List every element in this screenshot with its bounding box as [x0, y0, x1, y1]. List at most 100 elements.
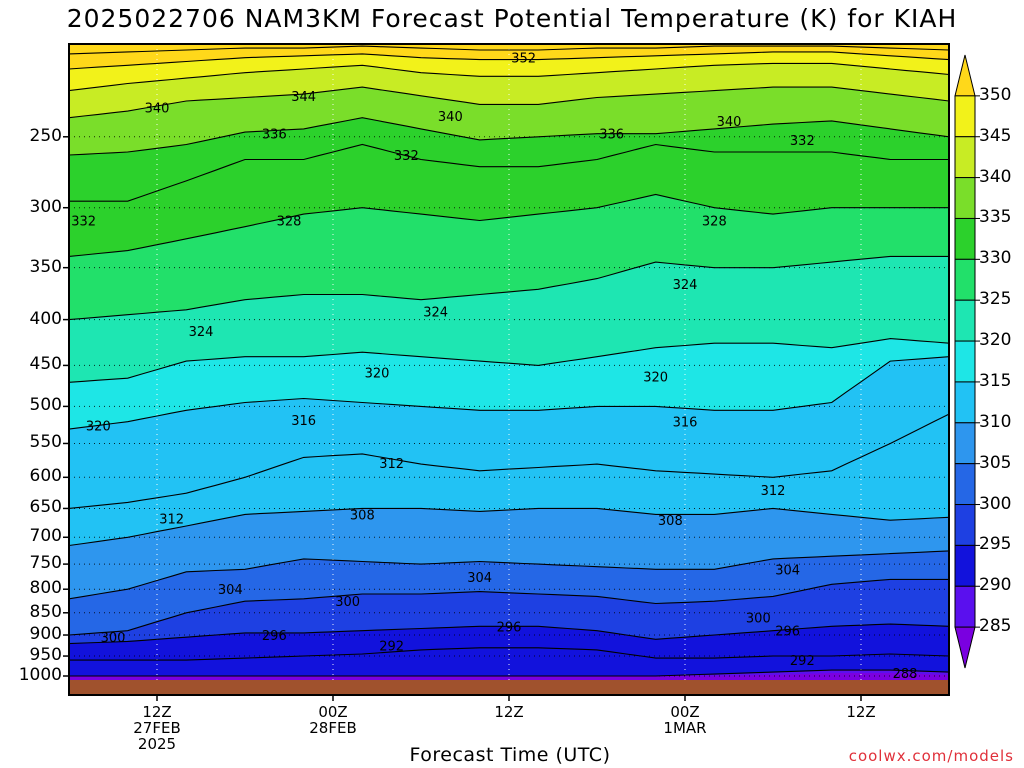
contour-label: 304	[775, 563, 800, 578]
colorbar-label: 305	[979, 452, 1012, 473]
x-tick-label: 12Z 27FEB 2025	[112, 704, 202, 752]
contour-label: 336	[262, 128, 287, 143]
contour-label: 312	[159, 512, 184, 527]
colorbar-segment	[954, 299, 976, 342]
contour-label: 332	[790, 134, 815, 149]
y-tick-label: 950	[29, 645, 62, 666]
contour-label: 296	[497, 620, 522, 635]
contour-line-328	[69, 193, 949, 257]
colorbar-segment	[954, 381, 976, 424]
contour-label: 328	[277, 214, 302, 229]
colorbar-label: 285	[979, 616, 1012, 637]
y-tick-label: 250	[29, 125, 62, 146]
contour-label: 324	[423, 306, 448, 321]
y-tick-label: 900	[29, 624, 62, 645]
x-tick-label-line: 12Z	[494, 703, 524, 721]
contour-label: 332	[394, 149, 419, 164]
colorbar-label: 290	[979, 575, 1012, 596]
contour-line-336	[69, 117, 949, 156]
contour-line-300	[69, 578, 949, 636]
contour-label: 312	[379, 457, 404, 472]
colorbar-segment	[954, 544, 976, 587]
contour-line-324	[69, 255, 949, 321]
contour-line-320	[69, 338, 949, 383]
contour-label: 320	[365, 366, 390, 381]
contour-line-340	[69, 86, 949, 119]
contour-line-332	[69, 143, 949, 202]
colorbar-label: 295	[979, 534, 1012, 555]
x-tick-label-line: 1MAR	[663, 719, 707, 737]
contour-line-288	[69, 669, 949, 677]
colorbar-label: 310	[979, 411, 1012, 432]
contour-label: 320	[643, 370, 668, 385]
y-tick-label: 600	[29, 466, 62, 487]
x-tick-label-line: 27FEB	[133, 719, 181, 737]
y-tick-label: 300	[29, 196, 62, 217]
colorbar-segment	[954, 422, 976, 465]
colorbar-label: 350	[979, 84, 1012, 105]
colorbar-label: 330	[979, 248, 1012, 269]
y-tick-label: 750	[29, 553, 62, 574]
chart-title: 2025022706 NAM3KM Forecast Potential Tem…	[66, 4, 958, 33]
colorbar-segment	[954, 136, 976, 179]
x-tick-label: 12Z	[816, 704, 906, 720]
contour-label: 344	[291, 90, 316, 105]
x-tick-label: 00Z 1MAR	[640, 704, 730, 736]
contour-line-308	[69, 507, 949, 547]
x-tick-label-line: 28FEB	[309, 719, 357, 737]
y-tick-label: 550	[29, 432, 62, 453]
contour-label: 324	[673, 278, 698, 293]
x-tick-label-line: 12Z	[846, 703, 876, 721]
colorbar-label: 325	[979, 289, 1012, 310]
contour-label: 308	[350, 508, 375, 523]
colorbar-segment	[954, 217, 976, 260]
contour-label: 340	[145, 102, 170, 117]
contour-lines	[69, 45, 949, 677]
contour-label: 340	[717, 115, 742, 130]
y-tick-label: 350	[29, 256, 62, 277]
contour-label: 316	[291, 414, 316, 429]
contour-line-316	[69, 356, 949, 430]
colorbar-label: 340	[979, 166, 1012, 187]
contour-label: 288	[893, 667, 918, 682]
contour-label: 324	[189, 325, 214, 340]
contour-label: 332	[71, 214, 96, 229]
y-tick-label: 850	[29, 601, 62, 622]
contour-label: 292	[790, 654, 815, 669]
colorbar	[954, 54, 980, 669]
contour-label: 352	[511, 52, 536, 67]
colorbar-segment	[954, 258, 976, 301]
y-tick-label: 450	[29, 354, 62, 375]
contour-label: 328	[702, 214, 727, 229]
contour-label: 304	[467, 571, 492, 586]
colorbar-segment	[954, 54, 976, 97]
contour-label: 292	[379, 640, 404, 655]
contour-line-352	[69, 45, 949, 55]
contour-label: 340	[438, 110, 463, 125]
axis-ticks	[63, 136, 862, 701]
x-tick-label-line: 12Z	[142, 703, 172, 721]
contour-labels: 340 344 340 352 340 336 336 332 332 332 328 328 324 3…	[71, 52, 917, 682]
contour-label: 300	[746, 611, 771, 626]
colorbar-segment	[954, 585, 976, 628]
colorbar-label: 335	[979, 207, 1012, 228]
contour-label: 316	[673, 416, 698, 431]
contour-line-296	[69, 623, 949, 645]
contour-label: 308	[658, 514, 683, 529]
colorbar-segment	[954, 177, 976, 219]
colorbar-segment	[954, 463, 976, 506]
contour-line-344	[69, 62, 949, 92]
colorbar-label: 300	[979, 493, 1012, 514]
y-tick-label: 800	[29, 578, 62, 599]
contour-label: 300	[101, 631, 126, 646]
y-tick-label: 650	[29, 497, 62, 518]
contour-label: 296	[775, 625, 800, 640]
contour-line-348	[69, 51, 949, 70]
contour-line-304	[69, 550, 949, 600]
y-tick-label: 400	[29, 308, 62, 329]
y-tick-label: 700	[29, 526, 62, 547]
contour-line-312	[69, 413, 949, 509]
x-tick-label: 12Z	[464, 704, 554, 720]
x-axis-title: Forecast Time (UTC)	[409, 744, 611, 766]
